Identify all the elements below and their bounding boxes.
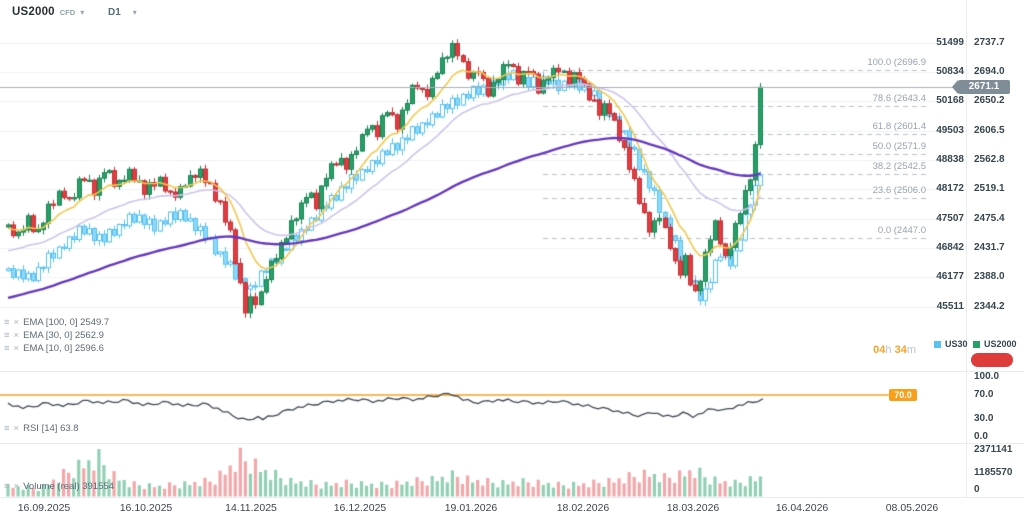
axis-label: 16.09.2025 [17, 502, 71, 514]
axis-label: 14.11.2025 [225, 502, 277, 514]
settings-icon[interactable]: ≡ [4, 342, 10, 354]
axis-label: 70.0 [974, 389, 994, 400]
us30-swatch [934, 340, 941, 348]
fib-level-label: 0.0 (2447.0 [877, 224, 926, 236]
indicator-label: EMA [10, 0] 2596.6 [23, 343, 104, 354]
indicator-label: EMA [100, 0] 2549.7 [23, 317, 110, 328]
close-icon[interactable]: × [13, 316, 20, 328]
red-price-badge[interactable] [971, 353, 1013, 367]
axis-label: 08.05.2026 [885, 502, 939, 514]
close-icon[interactable]: × [13, 342, 20, 354]
axis-label: 49503 [936, 124, 964, 136]
axis-label: 0.0 [974, 431, 988, 442]
timeframe-selector[interactable]: D1 ▾ [108, 7, 137, 18]
price-badge-arrow [952, 80, 958, 94]
axis-label: 46842 [936, 241, 964, 253]
legend-item-us2000[interactable]: US2000 [973, 339, 1017, 349]
current-price-value: 2671.1 [968, 81, 1000, 92]
axis-label: 45511 [936, 300, 964, 312]
axis-label: 48172 [936, 183, 964, 195]
axis-label: 2606.5 [974, 124, 1005, 136]
indicator-label: EMA [30, 0] 2562.9 [23, 330, 104, 341]
axis-label: 30.0 [974, 413, 994, 424]
chevron-down-icon: ▾ [80, 8, 85, 17]
axis-label: 16.10.2025 [119, 502, 173, 514]
timeframe-label: D1 [108, 7, 121, 18]
price-axis-us30: 51499 50834 50168 49503 48838 48172 47507 46842… [924, 0, 964, 497]
panel-separator [0, 497, 1024, 498]
symbol-selector[interactable]: US2000 CFD ▾ [12, 6, 84, 18]
axis-label: 51499 [936, 36, 964, 48]
panel-separator [0, 443, 1024, 444]
axis-label: 50834 [936, 65, 964, 77]
legend-item-us30[interactable]: US30 [934, 339, 968, 349]
fib-level-label: 100.0 (2696.9 [867, 56, 926, 68]
axis-label: 2650.2 [974, 95, 1005, 107]
time-axis: 16.09.2025 16.10.2025 14.11.2025 16.12.2025… [0, 502, 1024, 518]
countdown-minutes: 34 [894, 344, 907, 356]
axis-label: 16.04.2026 [775, 502, 829, 514]
fib-level-label: 50.0 (2571.9 [872, 140, 926, 152]
axis-label: 0 [974, 484, 980, 495]
axis-label: 1185570 [974, 467, 1013, 478]
countdown-minutes-unit: m [906, 344, 916, 356]
indicator-row-ema10: ≡ × EMA [10, 0] 2596.6 [4, 343, 104, 354]
candle-countdown: 04h 34m [840, 344, 916, 356]
indicator-label: Volume (real) 391554 [23, 481, 114, 492]
countdown-hours-unit: h [885, 344, 892, 356]
instrument-type-label: CFD [59, 8, 76, 17]
axis-label: 48838 [936, 153, 964, 165]
axis-label: 100.0 [974, 371, 1000, 382]
axis-label: 16.12.2025 [333, 502, 387, 514]
indicator-row-ema30: ≡ × EMA [30, 0] 2562.9 [4, 330, 104, 341]
current-price-badge: 2671.1 [952, 80, 1010, 94]
axis-label: 46177 [936, 271, 964, 283]
axis-label: 2737.7 [974, 36, 1005, 48]
axis-label: 2388.0 [974, 271, 1005, 283]
fib-level-label: 38.2 (2542.5 [872, 160, 926, 172]
symbol-label: US2000 [12, 6, 55, 18]
axis-label: 2562.8 [974, 153, 1005, 165]
axis-label: 19.01.2026 [444, 502, 498, 514]
settings-icon[interactable]: ≡ [4, 329, 10, 341]
axis-label: 2694.0 [974, 65, 1005, 77]
indicator-row-rsi: ≡ × RSI [14] 63.8 [4, 423, 79, 434]
rsi-threshold-badge: 70.0 [889, 389, 917, 401]
price-axis-us2000: 2737.7 2694.0 2650.2 2606.5 2562.8 2519.1 2475… [974, 0, 1024, 497]
axis-label: 18.03.2026 [666, 502, 720, 514]
us2000-swatch [973, 340, 980, 348]
axis-label: 2475.4 [974, 212, 1005, 224]
countdown-hours: 04 [873, 344, 886, 356]
settings-icon[interactable]: ≡ [4, 422, 10, 434]
close-icon[interactable]: × [13, 480, 20, 492]
rsi-axis: 100.0 70.0 30.0 0.0 [974, 0, 1024, 497]
fib-level-label: 61.8 (2601.4 [872, 121, 926, 133]
axis-separator [966, 0, 967, 497]
axis-label: 2431.7 [974, 241, 1005, 253]
axis-label: 2344.2 [974, 300, 1005, 312]
axis-label: 47507 [936, 212, 964, 224]
panel-separator [0, 371, 1024, 372]
legend-label: US2000 [984, 339, 1017, 349]
indicator-row-ema100: ≡ × EMA [100, 0] 2549.7 [4, 317, 109, 328]
axis-label: 2371141 [974, 443, 1013, 455]
axis-label: 18.02.2026 [556, 502, 610, 514]
settings-icon[interactable]: ≡ [4, 480, 10, 492]
axis-label: 50168 [936, 95, 964, 107]
chevron-down-icon: ▾ [132, 8, 137, 17]
volume-axis: 2371141 1185570 0 [974, 0, 1024, 497]
close-icon[interactable]: × [13, 329, 20, 341]
legend-label: US30 [945, 339, 968, 349]
settings-icon[interactable]: ≡ [4, 316, 10, 328]
axis-label: 2519.1 [974, 183, 1005, 195]
indicator-label: RSI [14] 63.8 [23, 423, 79, 434]
close-icon[interactable]: × [13, 422, 20, 434]
fib-level-label: 23.6 (2506.0 [872, 185, 926, 197]
fib-level-label: 78.6 (2643.4 [872, 92, 926, 104]
indicator-row-volume: ≡ × Volume (real) 391554 [4, 481, 114, 492]
